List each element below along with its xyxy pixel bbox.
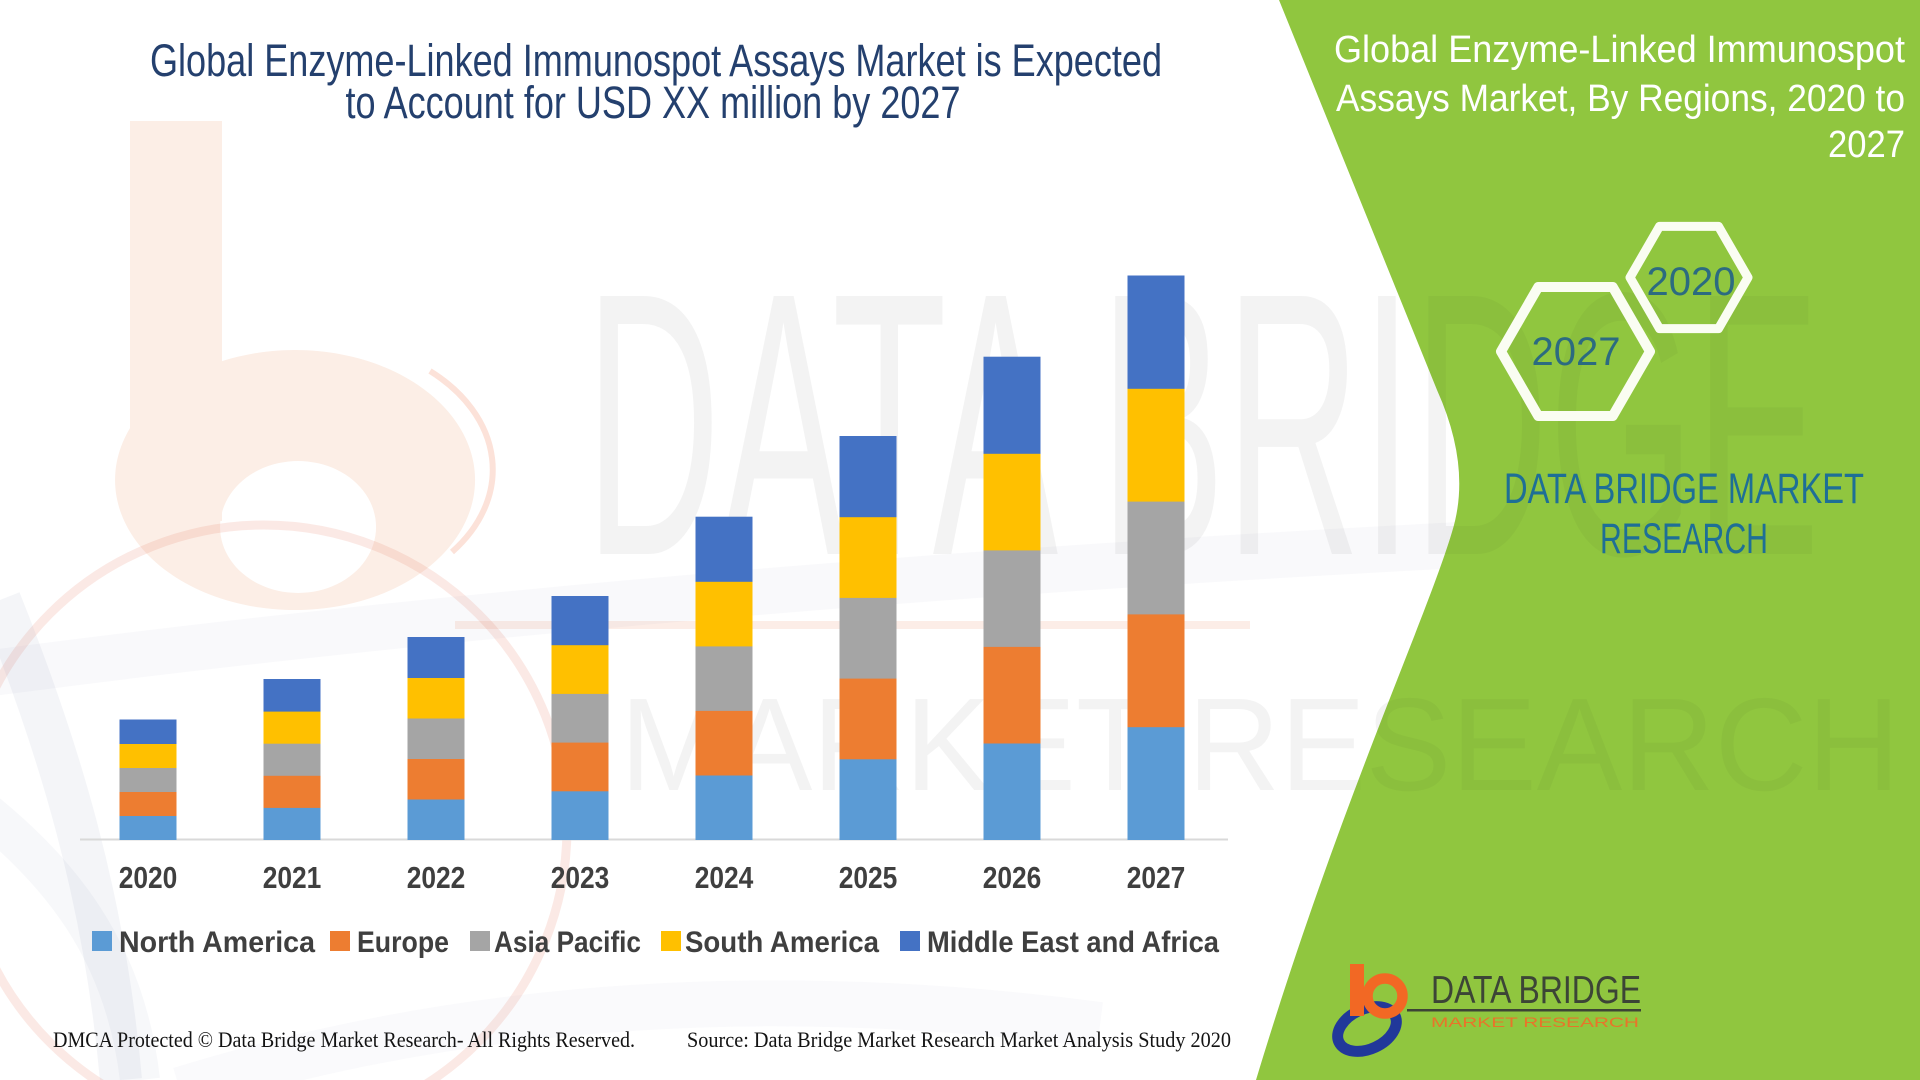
svg-text:DATA BRIDGE: DATA BRIDGE bbox=[1431, 969, 1641, 1012]
svg-text:2027: 2027 bbox=[1532, 330, 1621, 374]
svg-text:MARKET RESEARCH: MARKET RESEARCH bbox=[1431, 1014, 1639, 1030]
svg-text:2020: 2020 bbox=[1647, 260, 1736, 304]
